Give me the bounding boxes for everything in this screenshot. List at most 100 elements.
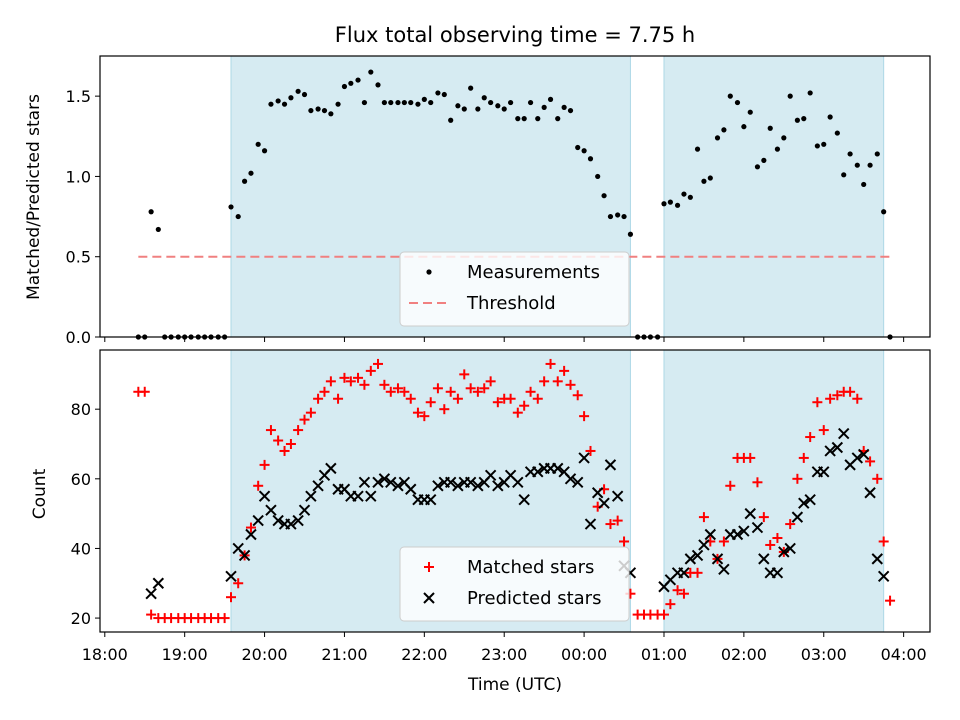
x-b	[272, 514, 284, 527]
x-b	[698, 539, 710, 551]
measurements-point	[741, 124, 747, 130]
x-b	[691, 549, 704, 562]
x-b	[325, 462, 337, 475]
measurements-point	[621, 213, 627, 220]
measurements-point	[541, 104, 547, 110]
predicted-stars-marker	[245, 528, 257, 541]
x-b	[292, 514, 304, 527]
matched-stars-marker	[505, 393, 516, 404]
matched-stars-marker	[285, 439, 296, 449]
predicted-stars-marker	[152, 577, 165, 589]
measurements-point	[361, 99, 368, 106]
matched-stars-marker	[532, 393, 543, 404]
matched-stars-marker	[293, 425, 304, 436]
predicted-stars-marker	[851, 452, 864, 464]
measurements-point	[681, 191, 687, 197]
predicted-stars-marker	[292, 514, 304, 527]
x-b	[857, 448, 870, 461]
measurements-point	[555, 116, 561, 122]
measurements-point	[874, 151, 880, 157]
measurements-point	[481, 95, 487, 101]
top-legend-box	[399, 251, 630, 327]
measurements-point	[368, 69, 374, 75]
measurements-point	[488, 99, 494, 106]
x-tick-label: 18:00	[82, 645, 128, 664]
measurements-point	[495, 103, 501, 109]
matched-stars-marker	[365, 365, 376, 376]
measurements-point	[155, 226, 161, 233]
measurements-point	[295, 88, 301, 94]
x-tick-label: 01:00	[641, 645, 687, 664]
matched-stars-marker	[805, 432, 816, 443]
x-b	[365, 490, 377, 502]
predicted-stars-marker	[378, 473, 391, 485]
measurements-point	[854, 162, 860, 168]
matched-stars-marker	[832, 390, 843, 401]
top-axes-frame	[99, 55, 931, 338]
matched-stars-marker	[865, 456, 876, 467]
measurements-point	[701, 178, 707, 184]
predicted-stars-marker	[225, 570, 237, 583]
predicted-stars-marker	[778, 546, 790, 558]
predicted-stars-marker	[711, 553, 724, 565]
x-b	[584, 518, 597, 530]
matched-stars-marker	[319, 386, 330, 397]
predicted-stars-marker	[824, 445, 836, 457]
matched-stars-marker	[425, 397, 436, 408]
x-b	[818, 466, 830, 478]
x-b	[372, 476, 384, 489]
predicted-stars-marker	[718, 563, 730, 576]
predicted-stars-marker	[352, 490, 364, 502]
matched-stars-marker	[379, 379, 390, 390]
predicted-stars-marker	[518, 493, 530, 506]
measurements-point	[475, 106, 481, 112]
predicted-stars-marker	[512, 476, 524, 489]
x-b	[425, 493, 437, 506]
matched-stars-marker	[399, 386, 410, 397]
matched-stars-marker	[565, 379, 576, 390]
predicted-stars-marker	[265, 504, 277, 516]
measurements-point	[535, 116, 541, 122]
x-b	[744, 507, 756, 520]
measurements-point	[821, 141, 827, 147]
x-b	[824, 445, 836, 457]
measurements-point	[807, 90, 813, 96]
measurements-point	[241, 178, 248, 184]
x-tick-label: 03:00	[801, 645, 847, 664]
measurements-point	[627, 231, 634, 237]
matched-stars-marker	[405, 393, 416, 404]
measurements-point	[674, 202, 681, 208]
predicted-stars-marker	[492, 480, 504, 492]
matched-stars-marker	[479, 383, 490, 394]
predicted-stars-marker	[572, 476, 584, 489]
x-b	[678, 567, 690, 579]
x-b	[152, 577, 165, 589]
predicted-stars-marker	[365, 490, 377, 502]
measurements-point	[275, 98, 281, 104]
predicted-stars-marker	[751, 521, 764, 534]
top-y-tick-label: 0.0	[66, 328, 91, 347]
matched-stars-marker	[559, 365, 570, 376]
matched-stars-marker	[852, 393, 863, 404]
x-b	[831, 441, 844, 454]
predicted-stars-marker	[798, 497, 810, 509]
x-b	[851, 452, 864, 464]
x-b	[704, 528, 717, 541]
predicted-stars-marker	[744, 507, 756, 520]
x-b	[392, 480, 404, 492]
x-axis-label: Time (UTC)	[467, 675, 562, 695]
predicted-stars-marker	[578, 452, 590, 464]
matched-stars-marker	[492, 397, 503, 408]
matched-stars-marker	[385, 386, 396, 397]
predicted-stars-marker	[877, 570, 890, 583]
matched-stars-marker	[692, 567, 703, 578]
measurements-point	[595, 173, 601, 180]
measurements-point	[148, 209, 154, 215]
x-b	[472, 480, 484, 492]
measurements-point	[228, 204, 234, 210]
matched-stars-marker	[325, 376, 336, 387]
matched-stars-marker	[878, 536, 889, 547]
measurements-point	[527, 99, 534, 106]
measurements-point	[281, 101, 288, 107]
measurements-point	[615, 212, 621, 218]
